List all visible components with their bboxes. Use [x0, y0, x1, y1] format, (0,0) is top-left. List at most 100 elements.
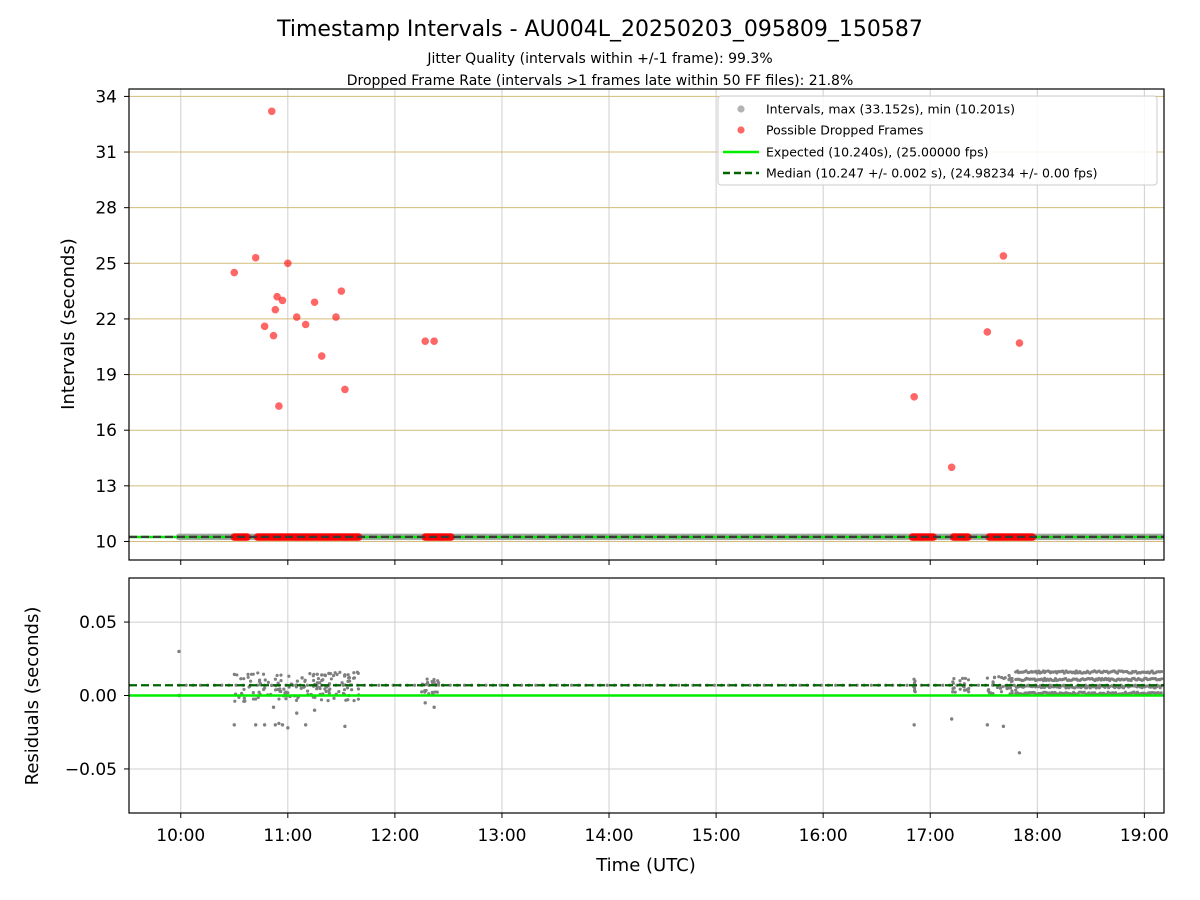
residual-point — [318, 681, 322, 685]
x-tick-label: 11:00 — [263, 826, 312, 846]
dropped-frame-point — [947, 463, 956, 472]
residual-point — [605, 683, 609, 687]
residual-point — [352, 671, 356, 675]
dropped-frame-point — [292, 313, 301, 321]
intervals-y-tick-label: 19 — [95, 366, 117, 386]
dropped-frame-point — [251, 253, 260, 262]
residual-point — [331, 673, 336, 678]
legend-median-label: Median (10.247 +/- 0.002 s), (24.98234 +… — [766, 166, 1097, 181]
residual-point — [985, 676, 989, 680]
residual-point — [246, 675, 250, 679]
residual-point — [273, 677, 278, 681]
residual-point — [324, 689, 328, 694]
x-tick-label: 19:00 — [1120, 826, 1169, 846]
residual-outlier-point — [273, 723, 278, 727]
residual-point — [986, 688, 991, 692]
legend-intervals-label: Intervals, max (33.152s), min (10.201s) — [766, 102, 1015, 117]
residual-point — [243, 699, 247, 703]
residual-point — [1010, 689, 1014, 693]
residual-point — [641, 683, 645, 687]
residual-point — [337, 690, 341, 694]
residual-point — [960, 676, 965, 680]
residual-point — [338, 670, 342, 674]
x-tick-label: 17:00 — [906, 826, 955, 846]
residual-point — [266, 680, 270, 684]
legend-dropped-label: Possible Dropped Frames — [766, 123, 923, 138]
x-tick-label: 18:00 — [1013, 826, 1062, 846]
residual-outlier-point — [1001, 724, 1006, 729]
dropped-frame-point — [273, 292, 281, 301]
residual-point — [953, 690, 957, 694]
dropped-frame-point — [301, 320, 310, 329]
figure-title: Timestamp Intervals - AU004L_20250203_09… — [276, 17, 923, 42]
residual-point — [323, 687, 327, 691]
residual-point — [967, 690, 971, 694]
residual-point — [999, 690, 1004, 694]
residual-point — [1159, 691, 1163, 695]
residuals-y-tick-label: −0.05 — [65, 760, 117, 780]
residual-point — [341, 683, 345, 687]
residual-point — [235, 673, 239, 677]
residual-point — [352, 699, 356, 703]
residual-point — [1014, 688, 1018, 692]
x-axis-label: Time (UTC) — [595, 855, 696, 876]
residual-point — [329, 677, 333, 681]
residual-outlier-point — [277, 721, 281, 726]
residual-point — [261, 672, 266, 676]
residual-point — [436, 681, 441, 685]
dropped-frame-point — [269, 331, 278, 340]
residuals-x-ticks: 10:00 11:00 12:00 13:00 14:00 15:00 16:00 17:00… — [156, 813, 1169, 846]
residual-point — [1006, 686, 1010, 690]
residual-outlier-point — [912, 723, 916, 727]
residual-point — [246, 672, 250, 676]
intervals-marks — [129, 107, 1164, 541]
residual-point — [316, 677, 321, 681]
residual-point — [677, 683, 681, 687]
dropped-frame-point — [278, 296, 287, 305]
residual-point — [998, 686, 1003, 690]
residual-point — [355, 670, 359, 674]
dropped-frame-point — [284, 259, 292, 268]
residual-point — [498, 683, 502, 687]
residual-point — [905, 683, 909, 687]
residuals-y-tick-label: 0.05 — [79, 613, 117, 633]
residual-point — [1064, 686, 1068, 690]
residuals-marks — [129, 649, 1164, 755]
residual-point — [279, 678, 283, 683]
residual-point — [249, 679, 253, 683]
residual-point — [1010, 676, 1014, 681]
x-tick-label: 16:00 — [799, 826, 848, 846]
residual-point — [242, 677, 246, 681]
residual-point — [251, 691, 255, 695]
residual-point — [284, 690, 288, 694]
residual-point — [263, 686, 267, 690]
residuals-y-ticks: 0.05 0.00 −0.05 — [65, 613, 129, 780]
dropped-frame-point — [1015, 339, 1024, 347]
x-tick-label: 10:00 — [156, 826, 205, 846]
x-tick-label: 12:00 — [370, 826, 419, 846]
residual-point — [976, 683, 981, 687]
residual-outlier-point — [949, 717, 954, 721]
residual-point — [276, 681, 280, 685]
residuals-panel: 0.050.00−0.05 10:00 11:00 12:00 13:00 14:00 1… — [22, 577, 1169, 876]
dropped-frame-point — [332, 313, 340, 321]
dropped-frame-point — [430, 337, 438, 345]
legend-expected-label: Expected (10.240s), (25.00000 fps) — [766, 145, 988, 160]
residual-point — [346, 679, 350, 683]
residual-point — [1159, 669, 1164, 674]
intervals-y-tick-label: 10 — [95, 532, 117, 552]
residual-point — [352, 676, 356, 680]
residual-point — [294, 698, 299, 703]
residual-point — [279, 673, 283, 677]
residual-point — [377, 683, 381, 687]
residual-point — [995, 685, 1000, 690]
intervals-y-tick-label: 28 — [95, 199, 117, 219]
residual-point — [253, 697, 258, 701]
residual-point — [534, 683, 538, 687]
residual-point — [569, 683, 574, 687]
residual-point — [966, 678, 971, 682]
residual-point — [347, 676, 351, 680]
residuals-y-tick-label: 0.00 — [79, 687, 117, 707]
residual-point — [315, 681, 319, 685]
